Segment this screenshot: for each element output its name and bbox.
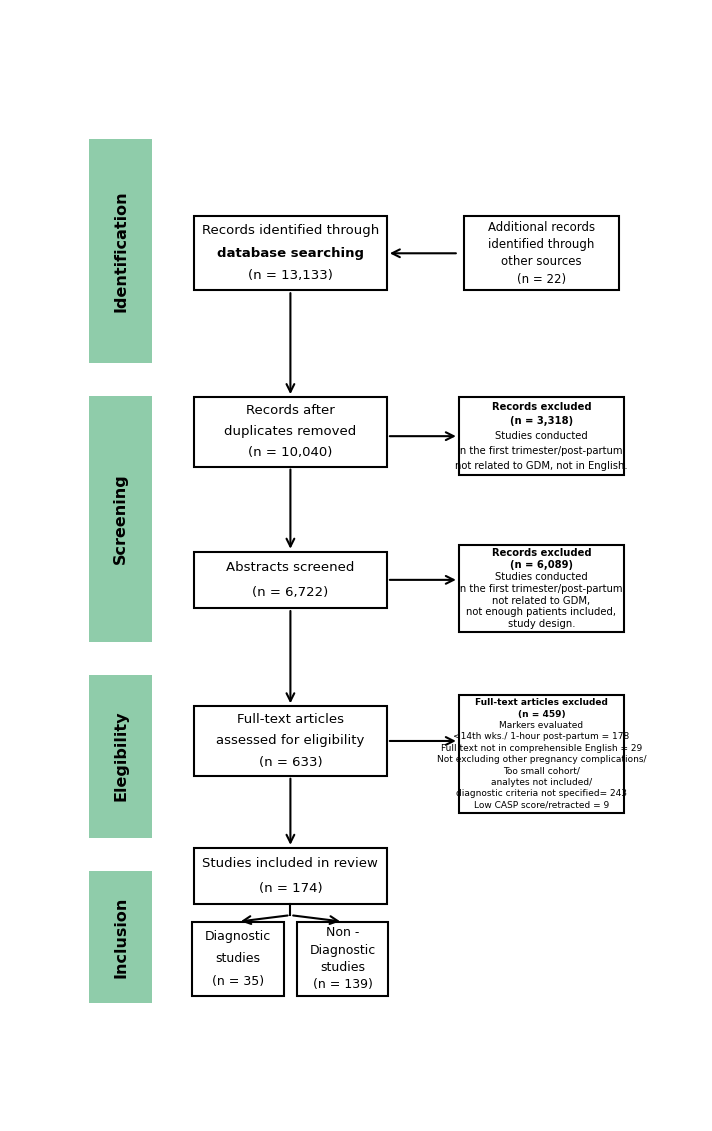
Text: Elegibility: Elegibility <box>113 711 128 802</box>
Text: Records excluded: Records excluded <box>492 547 591 558</box>
Text: (n = 10,040): (n = 10,040) <box>248 447 333 459</box>
Text: Markers evaluated: Markers evaluated <box>499 720 584 729</box>
Text: Full-text articles: Full-text articles <box>237 714 344 726</box>
Bar <box>298 922 388 995</box>
Text: (n = 22): (n = 22) <box>517 273 566 286</box>
Text: assessed for eligibility: assessed for eligibility <box>216 734 365 748</box>
Text: Too small cohort/: Too small cohort/ <box>503 767 580 776</box>
Bar <box>89 396 152 641</box>
Text: Inclusion: Inclusion <box>113 896 128 977</box>
Text: in the first trimester/post-partum,: in the first trimester/post-partum, <box>457 446 626 456</box>
Bar <box>459 696 624 813</box>
Text: studies: studies <box>216 952 261 965</box>
Text: (n = 633): (n = 633) <box>258 756 323 769</box>
Text: studies: studies <box>320 961 365 974</box>
Text: (n = 13,133): (n = 13,133) <box>248 269 333 283</box>
Bar <box>89 139 152 363</box>
Text: Records identified through: Records identified through <box>201 224 379 238</box>
Text: Diagnostic: Diagnostic <box>205 930 271 943</box>
Text: Records after: Records after <box>246 404 335 417</box>
Bar <box>194 216 387 291</box>
Text: Full-text articles excluded: Full-text articles excluded <box>475 698 608 707</box>
Text: study design.: study design. <box>508 620 575 629</box>
Text: Not excluding other pregnancy complications/: Not excluding other pregnancy complicati… <box>436 756 646 765</box>
Text: not related to GDM,: not related to GDM, <box>493 596 590 605</box>
Text: (n = 35): (n = 35) <box>212 975 264 987</box>
Bar <box>89 675 152 838</box>
Text: duplicates removed: duplicates removed <box>224 425 357 439</box>
Text: other sources: other sources <box>501 256 582 268</box>
Text: (n = 139): (n = 139) <box>313 978 373 991</box>
Bar <box>464 216 619 291</box>
Bar <box>459 545 624 632</box>
Text: Screening: Screening <box>113 474 128 564</box>
Text: not enough patients included,: not enough patients included, <box>466 607 617 618</box>
Bar <box>194 552 387 608</box>
Text: database searching: database searching <box>217 247 364 260</box>
Bar <box>459 397 624 475</box>
Text: diagnostic criteria not specified= 243: diagnostic criteria not specified= 243 <box>456 789 627 798</box>
Text: in the first trimester/post-partum,: in the first trimester/post-partum, <box>457 584 626 594</box>
Text: Studies included in review: Studies included in review <box>202 857 378 870</box>
Text: Records excluded: Records excluded <box>492 402 591 412</box>
Text: Abstracts screened: Abstracts screened <box>226 561 355 575</box>
Bar <box>192 922 283 995</box>
Bar <box>194 847 387 905</box>
Text: <14th wks./ 1-hour post-partum = 178: <14th wks./ 1-hour post-partum = 178 <box>454 733 629 742</box>
Text: identified through: identified through <box>488 239 595 251</box>
Text: (n = 6,089): (n = 6,089) <box>510 560 573 570</box>
Text: Studies conducted: Studies conducted <box>495 571 588 581</box>
Bar <box>89 871 152 1003</box>
Text: (n = 459): (n = 459) <box>518 709 565 718</box>
Bar <box>194 397 387 467</box>
Text: (n = 174): (n = 174) <box>258 882 323 895</box>
Bar <box>194 706 387 776</box>
Text: (n = 3,318): (n = 3,318) <box>510 416 573 426</box>
Text: Diagnostic: Diagnostic <box>310 943 376 957</box>
Text: Full text not in comprehensible English = 29: Full text not in comprehensible English … <box>441 744 642 753</box>
Text: Identification: Identification <box>113 190 128 312</box>
Text: not related to GDM, not in English.: not related to GDM, not in English. <box>455 460 628 470</box>
Text: analytes not included/: analytes not included/ <box>491 778 592 787</box>
Text: Studies conducted: Studies conducted <box>495 431 588 441</box>
Text: Low CASP score/retracted = 9: Low CASP score/retracted = 9 <box>474 801 609 810</box>
Text: Non -: Non - <box>326 926 360 940</box>
Text: Additional records: Additional records <box>488 221 595 234</box>
Text: (n = 6,722): (n = 6,722) <box>252 586 328 598</box>
